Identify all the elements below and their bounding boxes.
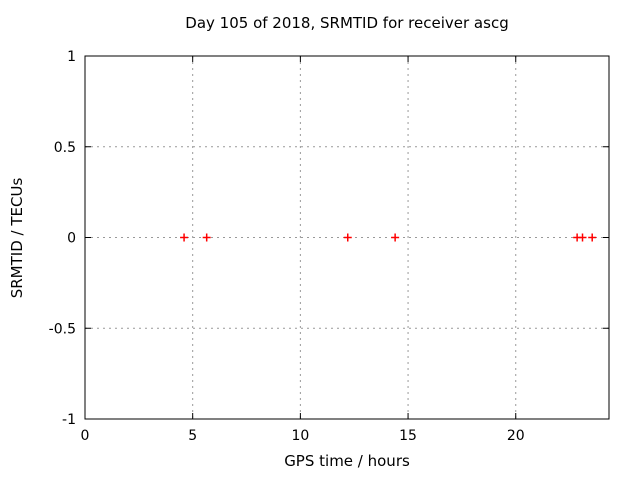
y-tick-label: 0 (67, 231, 76, 247)
y-tick-label: 0.5 (54, 140, 76, 156)
x-tick-label: 10 (291, 428, 309, 444)
y-tick-label: -1 (62, 412, 76, 428)
y-tick-label: 1 (67, 49, 76, 65)
x-tick-label: 5 (188, 428, 197, 444)
x-tick-label: 20 (507, 428, 525, 444)
x-tick-label: 15 (399, 428, 417, 444)
chart-title: Day 105 of 2018, SRMTID for receiver asc… (185, 14, 509, 32)
x-axis-label: GPS time / hours (284, 452, 410, 470)
y-tick-label: -0.5 (49, 321, 76, 337)
y-axis-label: SRMTID / TECUs (8, 177, 26, 299)
x-tick-label: 0 (81, 428, 90, 444)
